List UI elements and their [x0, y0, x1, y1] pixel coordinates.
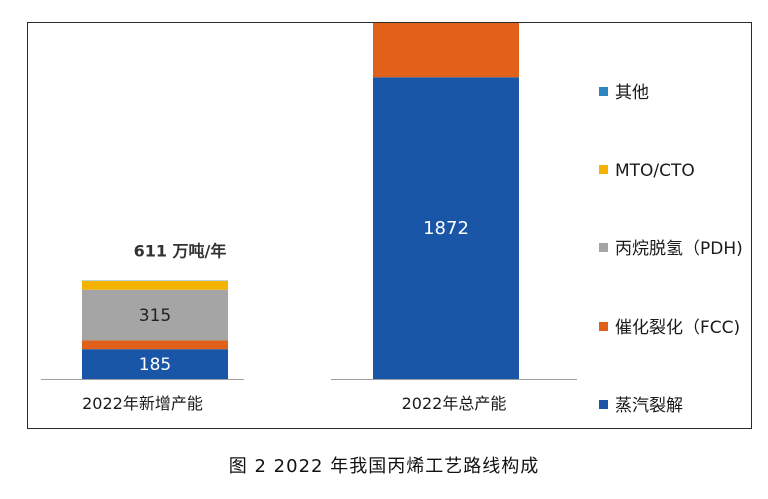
legend-item: 蒸汽裂解	[599, 396, 683, 416]
category-label-1: 2022年总产能	[402, 394, 507, 413]
bar-segment-0-2	[82, 289, 228, 341]
total-label-0: 611 万吨/年	[134, 242, 227, 261]
bar-segment-1-0	[373, 77, 519, 380]
legend-label: 其他	[615, 83, 649, 103]
legend-swatch	[599, 243, 608, 252]
category-label-0: 2022年新增产能	[82, 394, 203, 413]
legend-swatch	[599, 87, 608, 96]
legend-item: 其他	[599, 83, 649, 103]
bar-segment-0-3	[82, 280, 228, 290]
data-label-1-0: 1872	[423, 218, 469, 239]
legend-item: 催化裂化（FCC)	[599, 318, 740, 338]
bar-segment-0-1	[82, 340, 228, 350]
legend-label: 催化裂化（FCC)	[615, 318, 741, 338]
data-label-0-2: 315	[139, 306, 171, 326]
legend-swatch	[599, 322, 608, 331]
legend-swatch	[599, 165, 608, 174]
figure-caption: 图 2 2022 年我国丙烯工艺路线构成	[228, 456, 540, 477]
bar-segment-1-1	[373, 23, 519, 78]
legend-item: 丙烷脱氢（PDH)	[599, 239, 743, 259]
legend-label: MTO/CTO	[615, 161, 695, 181]
bar-segment-0-0	[82, 349, 228, 379]
data-label-0-0: 185	[139, 355, 171, 375]
legend-swatch	[599, 400, 608, 409]
legend-label: 蒸汽裂解	[615, 396, 683, 416]
legend-label: 丙烷脱氢（PDH)	[615, 239, 743, 259]
legend-item: MTO/CTO	[599, 161, 695, 181]
